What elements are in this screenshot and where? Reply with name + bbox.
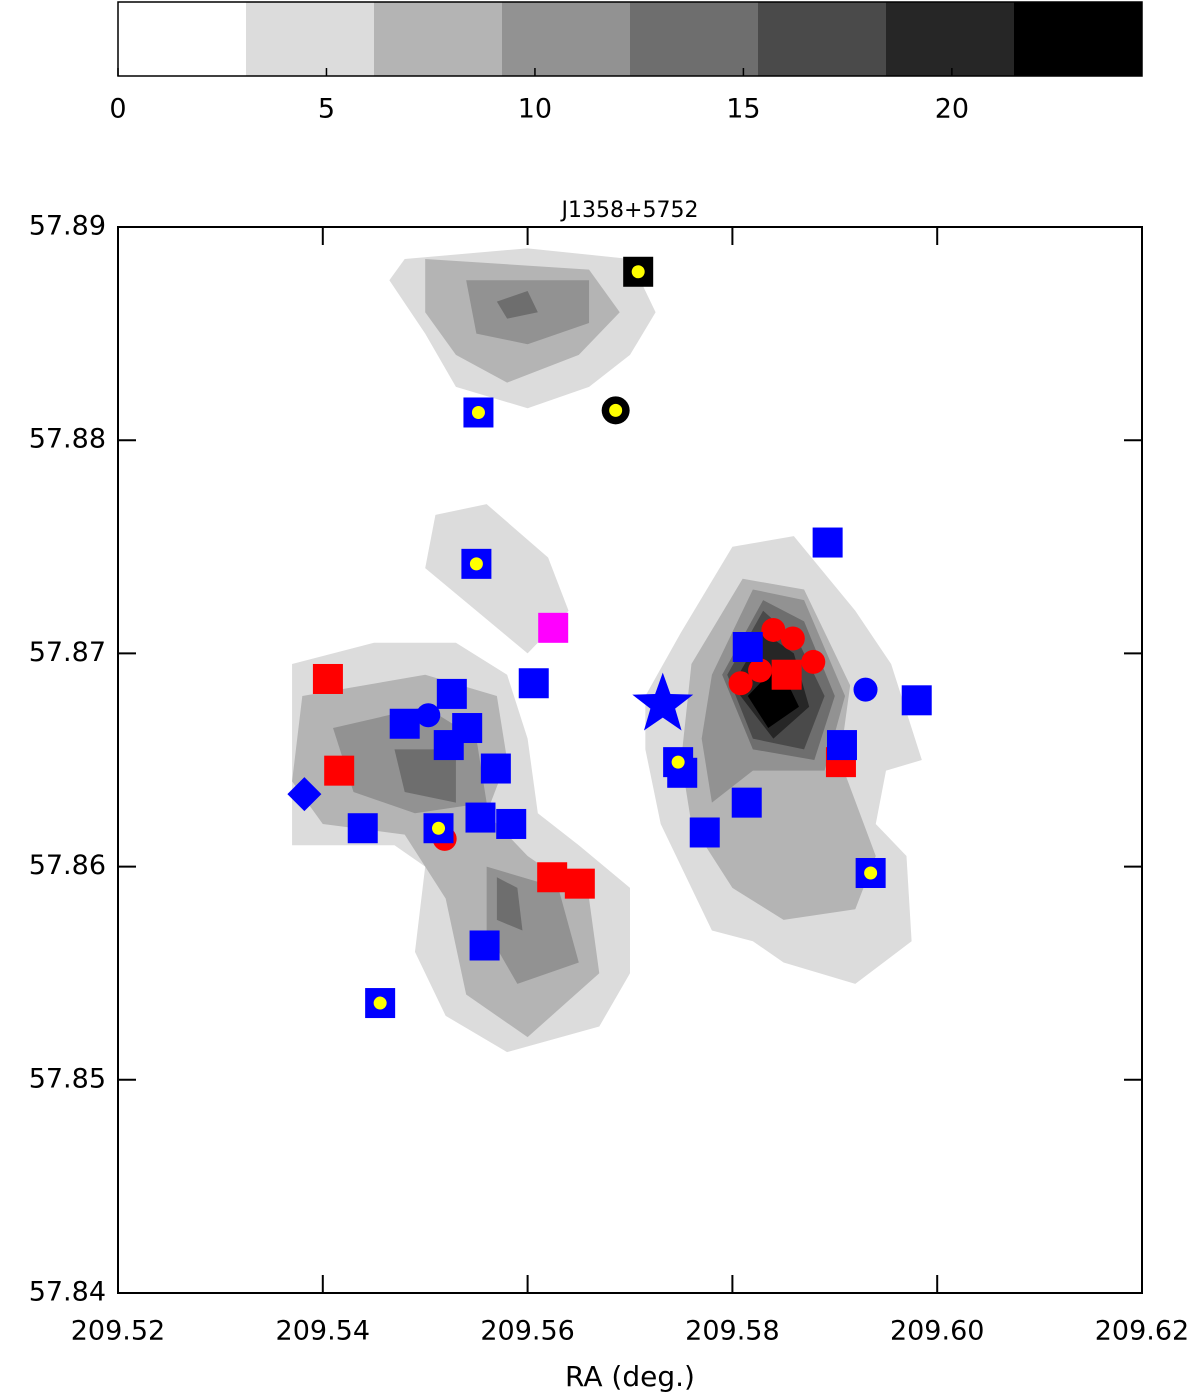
colorbar-tick-label: 10 [518,94,552,125]
y-tick-label: 57.85 [29,1063,106,1094]
square-marker [436,678,467,709]
square-marker [389,708,420,739]
square-marker [538,612,569,643]
square-marker [732,632,763,663]
colorbar-swatch [886,2,1014,76]
x-tick-label: 209.52 [71,1316,165,1347]
x-tick-label: 209.54 [276,1316,370,1347]
square-marker [901,685,932,716]
x-tick-label: 209.58 [685,1316,779,1347]
square-marker [465,802,496,833]
square-marker [433,730,464,761]
y-tick-label: 57.86 [29,850,106,881]
square-marker [812,527,843,558]
circle-marker [761,617,786,642]
marker-center [373,996,387,1010]
square-marker [537,862,568,893]
square-marker [689,817,720,848]
square-marker [731,787,762,818]
colorbar-tick-label: 15 [726,94,760,125]
chart-title: J1358+5752 [560,198,699,223]
colorbar-swatch [758,2,886,76]
y-tick-label: 57.84 [29,1277,106,1308]
square-marker [469,930,500,961]
colorbar-swatch [502,2,630,76]
marker-center [671,755,685,769]
colorbar-frame [117,1,1143,77]
diamond-marker [287,777,322,812]
circle-marker [728,671,753,696]
colorbar-tick-label: 0 [109,94,126,125]
circle-marker [780,626,805,651]
circle-marker [801,649,826,674]
marker-center [469,557,483,571]
contour [496,877,523,931]
marker-center [432,821,446,835]
colorbar-tick-label: 20 [935,94,969,125]
marker-center [471,405,485,419]
square-marker [564,868,595,899]
plot-area [287,248,932,1053]
marker-center [631,265,645,279]
square-marker [312,663,343,694]
marker-center [609,403,623,417]
colorbar-swatch [630,2,758,76]
circle-marker [853,677,878,702]
square-marker [480,753,511,784]
square-marker [518,668,549,699]
plot-frame [117,226,1143,1294]
circle-marker [416,703,441,728]
colorbar-swatch [374,2,502,76]
y-tick-label: 57.88 [29,424,106,455]
square-marker [496,808,527,839]
x-tick-label: 209.62 [1095,1316,1189,1347]
y-tick-label: 57.89 [29,211,106,242]
colorbar-swatch [246,2,374,76]
square-marker [347,813,378,844]
colorbar-tick-label: 5 [318,94,335,125]
colorbar-swatch [118,2,246,76]
x-tick-label: 209.60 [890,1316,984,1347]
square-marker [771,659,802,690]
contour [747,664,799,729]
square-marker [324,755,355,786]
marker-center [864,866,878,880]
colorbar-swatch [1014,2,1142,76]
x-axis-label: RA (deg.) [565,1360,695,1393]
contour [425,504,569,654]
star-marker [632,672,694,731]
contour [394,749,456,803]
circle-marker [748,658,773,683]
y-tick-label: 57.87 [29,637,106,668]
square-marker [826,730,857,761]
contour [496,290,538,319]
x-tick-label: 209.56 [480,1316,574,1347]
